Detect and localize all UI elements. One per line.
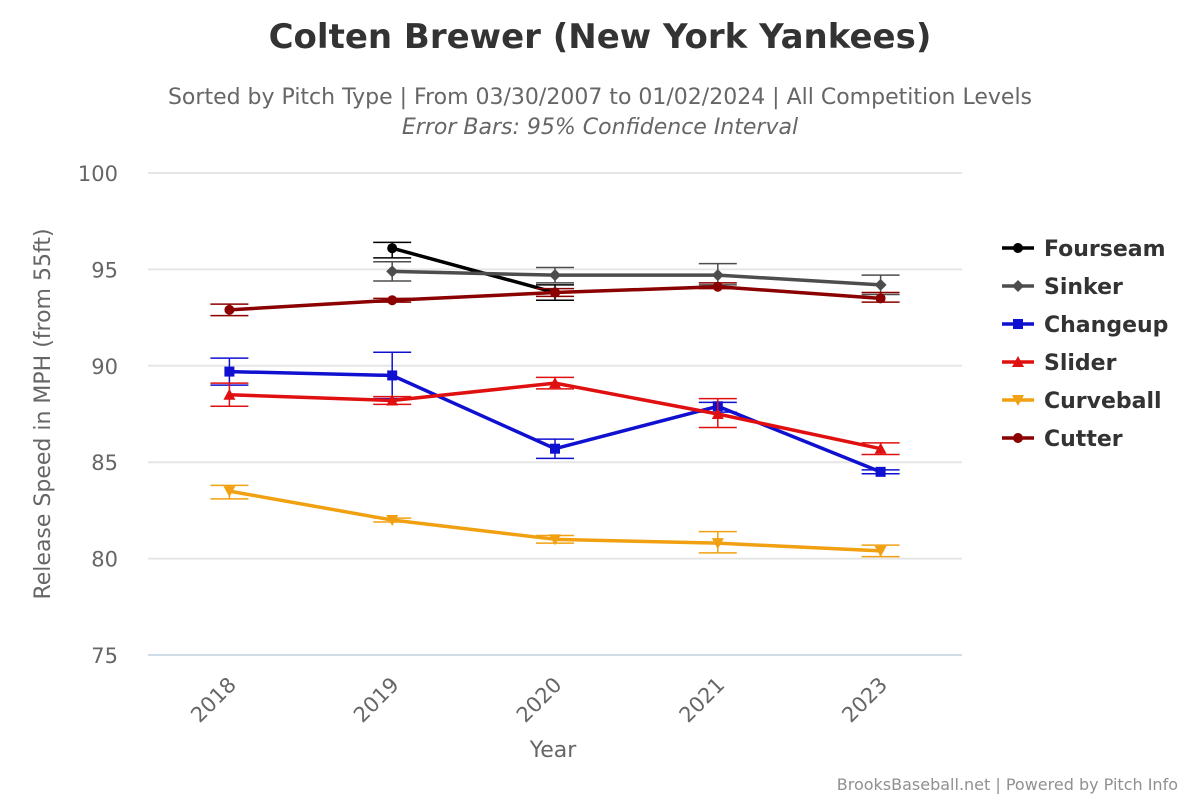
- x-tick-label: 2021: [675, 673, 730, 728]
- sinker-data-point[interactable]: [549, 269, 561, 282]
- x-tick-label: 2019: [349, 673, 404, 728]
- changeup-data-point[interactable]: [875, 466, 886, 477]
- x-tick-label: 2020: [512, 673, 567, 728]
- y-tick-label: 95: [91, 258, 118, 282]
- curveball-data-point[interactable]: [223, 486, 236, 498]
- legend-marker-cutter: [1013, 433, 1023, 443]
- chart-title: Colten Brewer (New York Yankees): [269, 17, 932, 57]
- x-axis-title: Year: [529, 738, 578, 763]
- series-cutter: [210, 281, 900, 317]
- legend: Fourseam Sinker Changeup Slider Curveball Cut…: [1002, 237, 1168, 452]
- series-changeup: [210, 351, 900, 477]
- legend-label-changeup: Changeup: [1044, 313, 1168, 338]
- cutter-data-point[interactable]: [224, 304, 235, 315]
- cutter-data-point[interactable]: [875, 293, 886, 304]
- changeup-data-point[interactable]: [550, 443, 560, 454]
- y-axis-ticks: 75 80 85 90 95 100: [78, 162, 118, 668]
- credits[interactable]: BrooksBaseball.net | Powered by Pitch In…: [837, 775, 1178, 794]
- sinker-data-point[interactable]: [386, 265, 399, 278]
- legend-item-fourseam[interactable]: Fourseam: [1002, 237, 1166, 262]
- legend-item-slider[interactable]: Slider: [1002, 351, 1117, 376]
- legend-label-cutter: Cutter: [1044, 427, 1123, 452]
- fourseam-series-line: [391, 246, 556, 295]
- legend-label-sinker: Sinker: [1044, 275, 1123, 300]
- legend-marker-changeup: [1013, 319, 1023, 329]
- y-tick-label: 80: [91, 548, 118, 572]
- legend-label-slider: Slider: [1044, 351, 1117, 376]
- curveball-data-point[interactable]: [386, 515, 399, 527]
- sinker-series-line: [392, 269, 881, 287]
- cutter-data-point[interactable]: [387, 295, 398, 306]
- series-slider: [210, 376, 900, 456]
- x-tick-label: 2023: [837, 673, 892, 728]
- series-layer: [210, 241, 900, 558]
- y-axis-title: Release Speed in MPH (from 55ft): [31, 228, 56, 599]
- legend-marker-sinker: [1012, 280, 1024, 292]
- legend-item-cutter[interactable]: Cutter: [1002, 427, 1123, 452]
- curveball-data-point[interactable]: [549, 534, 561, 546]
- slider-data-point[interactable]: [711, 408, 724, 419]
- grid-lines: [148, 172, 962, 656]
- y-tick-label: 75: [91, 644, 118, 668]
- y-tick-label: 85: [91, 451, 118, 475]
- sinker-data-point[interactable]: [711, 269, 724, 282]
- legend-label-curveball: Curveball: [1044, 389, 1162, 414]
- legend-item-changeup[interactable]: Changeup: [1002, 313, 1168, 338]
- legend-marker-fourseam: [1013, 243, 1023, 253]
- curveball-data-point[interactable]: [711, 538, 724, 550]
- series-sinker: [373, 260, 900, 296]
- sinker-data-point[interactable]: [874, 278, 887, 291]
- slider-data-point[interactable]: [386, 394, 399, 406]
- slider-data-point[interactable]: [549, 377, 561, 389]
- cutter-data-point[interactable]: [550, 287, 560, 298]
- legend-item-curveball[interactable]: Curveball: [1002, 389, 1162, 414]
- legend-label-fourseam: Fourseam: [1044, 237, 1166, 262]
- chart-subtitle: Sorted by Pitch Type | From 03/30/2007 t…: [168, 85, 1032, 110]
- x-axis-ticks: 2018 2019 2020 2021 2023: [186, 673, 892, 728]
- y-tick-label: 100: [78, 162, 118, 186]
- series-curveball: [210, 484, 900, 558]
- curveball-data-point[interactable]: [874, 545, 887, 557]
- legend-marker-curveball: [1012, 395, 1024, 406]
- fourseam-data-point[interactable]: [387, 243, 398, 254]
- y-tick-label: 90: [91, 355, 118, 379]
- slider-data-point[interactable]: [223, 388, 236, 400]
- slider-data-point[interactable]: [874, 442, 887, 454]
- chart-subtitle-error-bars: Error Bars: 95% Confidence Interval: [402, 115, 798, 140]
- cutter-data-point[interactable]: [712, 281, 723, 292]
- series-fourseam: [373, 241, 574, 301]
- changeup-data-point[interactable]: [224, 366, 235, 377]
- x-tick-label: 2018: [186, 673, 241, 728]
- legend-item-sinker[interactable]: Sinker: [1002, 275, 1123, 300]
- legend-marker-slider: [1012, 356, 1024, 367]
- changeup-data-point[interactable]: [387, 370, 398, 381]
